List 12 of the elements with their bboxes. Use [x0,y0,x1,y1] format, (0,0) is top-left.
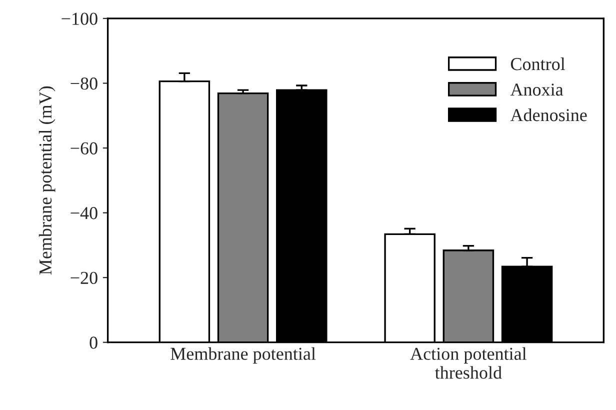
x-tick-label: Membrane potential [170,347,316,364]
y-tick-label: −60 [70,142,98,154]
y-tick-label: −80 [70,77,98,90]
legend-label: Control [510,57,566,70]
y-tick-label: −100 [62,12,98,25]
y-tick-label: −40 [70,207,98,220]
y-axis-title: Membrane potential (mV) [38,86,56,275]
y-tick-label: −20 [70,272,98,284]
x-tick-label: Action potential threshold [410,347,526,379]
legend-label: Adenosine [510,108,587,122]
y-tick-label: 0 [90,336,98,349]
legend-label: Anoxia [510,84,564,96]
